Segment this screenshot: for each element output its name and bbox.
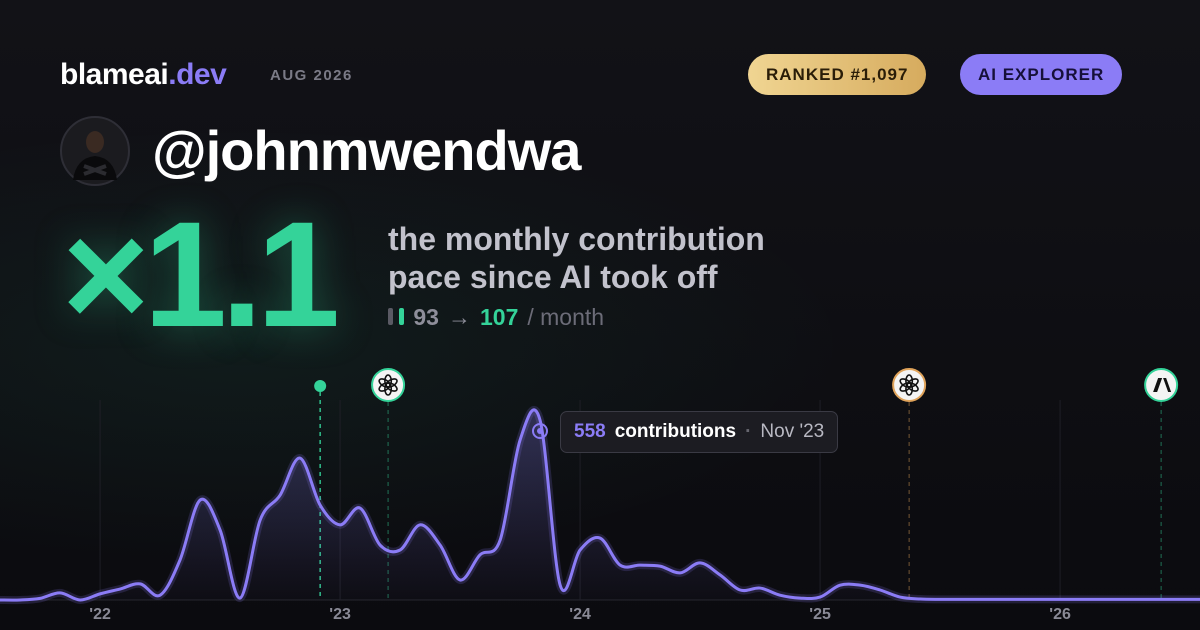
stat-icon [388, 304, 405, 331]
stats: 93 → 107 / month [388, 304, 604, 331]
x-tick-label: '22 [89, 606, 111, 623]
x-tick-label: '25 [809, 606, 831, 623]
icon-petal [899, 378, 912, 388]
event-icon [892, 368, 927, 402]
brand-suffix: .dev [168, 58, 227, 91]
line [0, 408, 1200, 602]
description: the monthly contribution pace since AI t… [388, 221, 765, 295]
icon-petal [378, 378, 391, 388]
tooltip-label: contributions [614, 421, 737, 442]
tier-badge: AI EXPLORER [960, 54, 1123, 95]
icon-glyph [1153, 378, 1172, 392]
tooltip-separator: · [745, 421, 752, 442]
after-value: 107 [479, 304, 519, 330]
avatar [60, 116, 130, 186]
brand-name: blameai [60, 58, 169, 91]
x-tick-label: '23 [329, 606, 351, 623]
area [0, 409, 1200, 601]
x-tick-label: '26 [1049, 606, 1071, 623]
unit: / month [527, 304, 605, 330]
before-value: 93 [413, 304, 439, 330]
x-tick-label: '24 [569, 606, 591, 623]
username: @johnmwendwa [152, 119, 581, 182]
tooltip: 558 contributions · Nov '23 [560, 411, 839, 453]
date: AUG 2026 [270, 67, 353, 84]
icon-ring [892, 368, 927, 402]
event-icon [1144, 368, 1179, 402]
multiplier: ×1.1 [62, 190, 340, 358]
icon-ring [371, 368, 406, 402]
event-dot [314, 380, 327, 392]
brand: blameai.dev [60, 58, 227, 92]
event-icon [371, 368, 406, 402]
highlight-dot [537, 428, 543, 434]
highlight-point [532, 423, 548, 439]
tooltip-value: 558 [574, 421, 606, 442]
icon-ring [1144, 368, 1179, 402]
tooltip-date: Nov '23 [760, 421, 825, 442]
arrow: → [447, 304, 471, 330]
rank-badge: RANKED #1,097 [748, 54, 927, 95]
